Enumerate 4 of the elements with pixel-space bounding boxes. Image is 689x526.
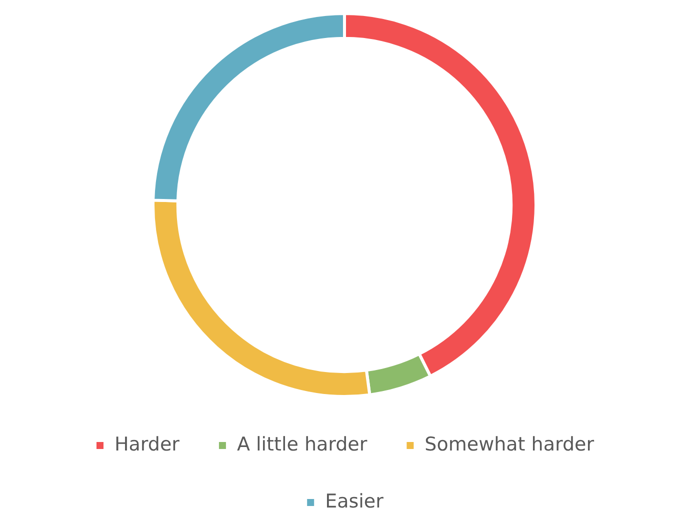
legend-label: Harder [114, 433, 180, 456]
legend-label: A little harder [236, 433, 368, 456]
legend-label: Easier [325, 490, 384, 512]
legend-label: Somewhat harder [424, 433, 594, 456]
